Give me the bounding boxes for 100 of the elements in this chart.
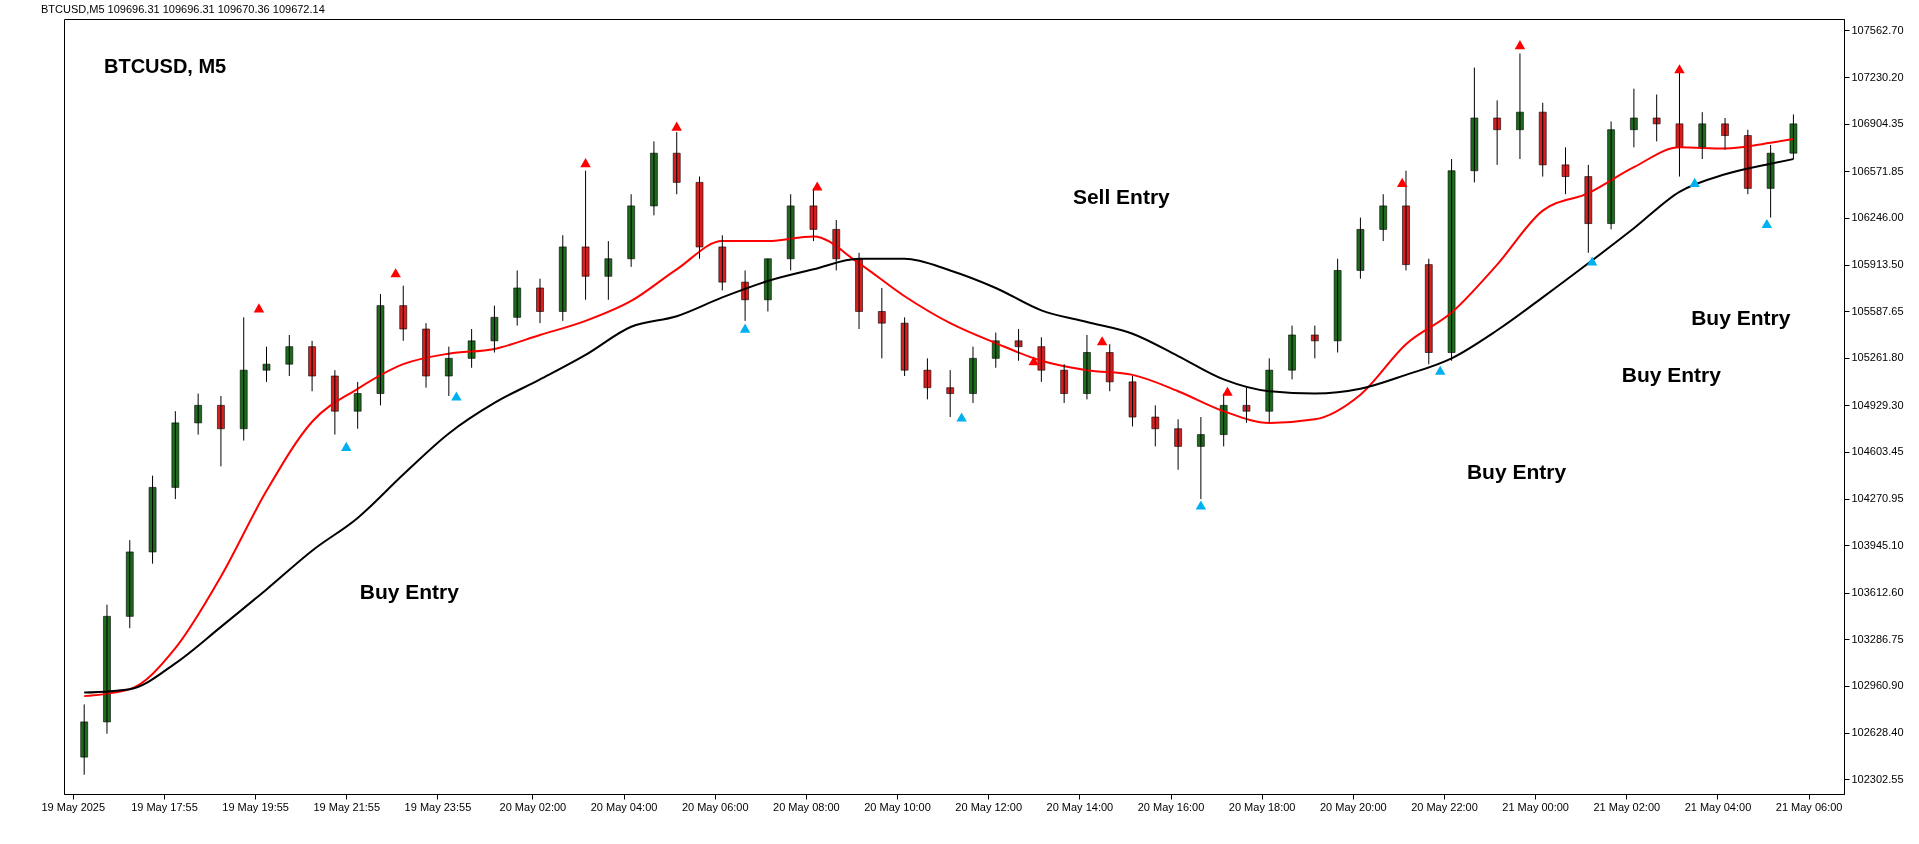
point [580, 158, 591, 168]
x-tick-label: 21 May 06:00 [1775, 800, 1843, 813]
x-tick-label: 20 May 10:00 [864, 800, 931, 813]
point [1028, 356, 1040, 366]
x-tick-label: 21 May 02:00 [1593, 800, 1661, 813]
candlestick [1128, 375, 1137, 427]
candlestick [695, 176, 704, 260]
candlestick [1652, 94, 1661, 142]
y-tick-label: 103612.60 [1851, 586, 1904, 599]
x-tick-label: 20 May 16:00 [1137, 800, 1205, 813]
x-tick-label: 19 May 21:55 [313, 800, 381, 813]
point [1222, 386, 1233, 396]
candlestick [1424, 258, 1433, 365]
point [390, 268, 401, 278]
chart-subtitle: BTCUSD,M5 109696.31 109696.31 109670.36 109672.14 [41, 3, 325, 15]
point [1674, 64, 1685, 74]
y-tick-label: 104929.30 [1851, 398, 1904, 411]
annotation: Buy Entry [359, 579, 460, 603]
candlestick [239, 316, 248, 442]
y-tick-label: 103286.75 [1851, 632, 1904, 645]
candlestick [1333, 258, 1342, 354]
point [1096, 336, 1108, 346]
y-tick-label: 102302.55 [1851, 772, 1904, 785]
candlestick [1311, 325, 1319, 359]
point [812, 181, 823, 191]
candlestick [399, 285, 408, 342]
point [1514, 40, 1526, 50]
x-tick-label: 20 May 14:00 [1046, 800, 1114, 813]
x-tick-label: 20 May 04:00 [590, 800, 658, 813]
x-tick-label: 19 May 17:55 [131, 800, 198, 813]
candlestick [445, 346, 453, 397]
point [1195, 500, 1207, 510]
candlestick [467, 328, 476, 369]
candlestick [718, 234, 727, 291]
candlestick [604, 240, 613, 301]
candlestick [1538, 102, 1547, 178]
y-tick-label: 104270.95 [1851, 492, 1904, 505]
y-tick-label: 104603.45 [1851, 445, 1904, 458]
candlestick [900, 316, 909, 377]
x-tick-label: 20 May 12:00 [955, 800, 1023, 813]
candlestick [490, 305, 499, 354]
candlestick [1698, 111, 1707, 160]
candlestick [581, 170, 590, 301]
point [1586, 256, 1598, 266]
y-tick-label: 102960.90 [1851, 679, 1904, 692]
point [1761, 219, 1773, 229]
candlestick [1493, 99, 1501, 166]
candlestick [1151, 404, 1160, 447]
x-tick-label: 21 May 00:00 [1502, 800, 1569, 813]
point [1689, 177, 1700, 187]
point [1434, 365, 1446, 375]
candlestick [878, 287, 886, 359]
candlestick [513, 269, 521, 327]
candlestick [786, 193, 795, 271]
candlestick [1356, 217, 1365, 280]
candlestick [1014, 328, 1023, 362]
x-tick-label: 20 May 18:00 [1228, 800, 1296, 813]
y-tick-label: 105261.80 [1851, 351, 1904, 364]
annotation: Buy Entry [1691, 305, 1791, 329]
y-tick-label: 106246.00 [1851, 211, 1904, 224]
point [341, 441, 352, 451]
candlestick [285, 334, 294, 377]
candlestick [353, 381, 362, 430]
point [253, 303, 265, 313]
candlestick [376, 293, 385, 406]
annotation: Buy Entry [1466, 460, 1567, 484]
candlestick [672, 131, 681, 195]
candlestick [171, 410, 180, 500]
x-tick-label: 19 May 19:55 [222, 800, 289, 813]
x-tick-label: 20 May 20:00 [1319, 800, 1387, 813]
candlestick [1060, 363, 1068, 404]
y-tick-label: 106904.35 [1851, 117, 1904, 130]
y-tick-label: 106571.85 [1851, 164, 1904, 177]
candlestick [946, 369, 954, 418]
x-tick-label: 20 May 22:00 [1411, 800, 1478, 813]
candlestick [1470, 67, 1479, 183]
y-tick-label: 107230.20 [1851, 70, 1904, 83]
y-tick-label: 103945.10 [1851, 538, 1904, 551]
y-tick-label: 102628.40 [1851, 726, 1904, 739]
point [956, 412, 967, 422]
point [1396, 177, 1408, 187]
point [739, 323, 751, 333]
x-tick-label: 19 May 23:55 [404, 800, 472, 813]
point [671, 121, 682, 131]
y-tick-label: 107562.70 [1851, 23, 1904, 36]
candlestick [1242, 387, 1251, 424]
candlestick [262, 346, 271, 383]
candlestick [80, 703, 88, 776]
text: BTCUSD, M5 [104, 55, 227, 77]
x-tick-label: 20 May 08:00 [773, 800, 840, 813]
x-tick-label: 20 May 02:00 [499, 800, 567, 813]
candlestick [923, 357, 932, 400]
x-tick-label: 21 May 04:00 [1684, 800, 1752, 813]
x-tick-label: 20 May 06:00 [681, 800, 749, 813]
candlestick [125, 539, 134, 629]
point [451, 391, 462, 401]
candlestick [558, 234, 567, 322]
annotation: Sell Entry [1072, 185, 1171, 209]
y-tick-label: 105913.50 [1851, 258, 1904, 271]
candlestick [1379, 193, 1388, 242]
